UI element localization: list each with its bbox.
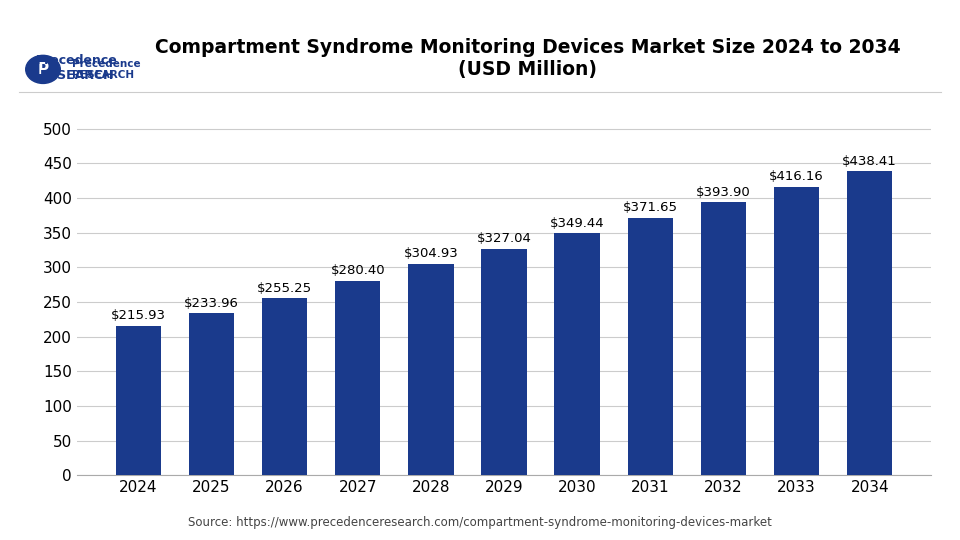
Text: $233.96: $233.96 (184, 296, 239, 309)
Text: P: P (37, 62, 49, 77)
Bar (628, 218, 673, 475)
Bar (115, 326, 161, 475)
Bar (701, 202, 746, 475)
Text: Precedence
RESEARCH: Precedence RESEARCH (36, 54, 118, 82)
Text: $215.93: $215.93 (110, 309, 166, 322)
Text: $304.93: $304.93 (403, 247, 458, 260)
Text: Source: https://www.precedenceresearch.com/compartment-syndrome-monitoring-devic: Source: https://www.precedenceresearch.c… (188, 516, 772, 529)
Text: $438.41: $438.41 (842, 155, 897, 168)
Bar (555, 233, 600, 475)
Text: Precedence
RESEARCH: Precedence RESEARCH (71, 58, 140, 80)
Bar (481, 248, 527, 475)
Bar (262, 299, 307, 475)
Text: $416.16: $416.16 (769, 171, 824, 184)
Circle shape (26, 55, 60, 84)
Text: $349.44: $349.44 (550, 217, 605, 230)
Text: $327.04: $327.04 (476, 232, 532, 245)
Bar (774, 187, 819, 475)
Bar (847, 172, 893, 475)
Text: $371.65: $371.65 (623, 201, 678, 214)
Bar (408, 264, 453, 475)
Bar (189, 313, 234, 475)
Text: $255.25: $255.25 (257, 282, 312, 295)
Bar (335, 281, 380, 475)
Text: $393.90: $393.90 (696, 186, 751, 199)
Text: Compartment Syndrome Monitoring Devices Market Size 2024 to 2034
(USD Million): Compartment Syndrome Monitoring Devices … (156, 38, 900, 79)
Text: $280.40: $280.40 (330, 265, 385, 278)
